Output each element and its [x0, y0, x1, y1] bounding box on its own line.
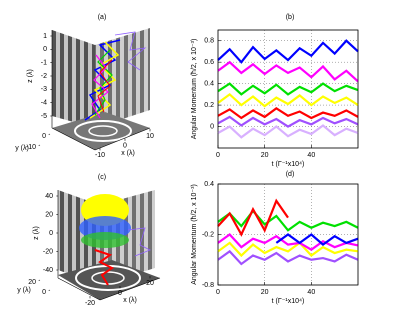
series-line [217, 39, 359, 64]
series-line [217, 60, 359, 83]
z-tick-label: -4 [41, 100, 47, 107]
plot-frame [217, 183, 359, 286]
z-axis-label: z (λ) [27, 69, 34, 83]
y-tick-label: 0.4 [204, 80, 214, 87]
y-tick-label: 0.8 [204, 38, 214, 45]
z-tick-label: 0 [43, 46, 47, 53]
x-tick-label: 0 [118, 290, 122, 297]
panel-label: (a) [98, 14, 107, 21]
x-axis-label: t (Γ⁻¹x10⁴) [272, 161, 305, 168]
y-axis-label: y (λ) [15, 145, 29, 152]
z-tick-label: -2 [41, 73, 47, 80]
plot-area [217, 29, 359, 149]
series-line [217, 209, 359, 232]
series-line [217, 249, 359, 266]
panel-label: (c) [98, 174, 106, 181]
z-tick-label: 0 [49, 230, 53, 237]
z-tick-label: -40 [43, 267, 53, 274]
z-tick-label: 40 [45, 193, 53, 200]
series-line [217, 124, 359, 139]
x-tick-label: 10 [146, 133, 154, 140]
panel-label: (b) [286, 14, 295, 21]
y-tick-label: 0.2 [204, 102, 214, 109]
scene-a [51, 28, 151, 151]
x-axis-label: x (λ) [123, 297, 137, 304]
panel-label: (d) [286, 171, 295, 178]
scene-c [57, 190, 161, 301]
y-tick-label: -0.2 [202, 231, 214, 238]
y-axis-label: Angular Momentum (ħ/2, x 10⁻³) [191, 184, 198, 285]
tick-mark [48, 289, 51, 291]
series-line [217, 241, 359, 258]
series-line [217, 233, 359, 251]
z-tick-label: 20 [45, 211, 53, 218]
x-tick-label: 20 [261, 289, 269, 296]
x-tick-label: -10 [95, 152, 105, 159]
y-axis-label: y (λ) [17, 287, 31, 294]
z-tick-label: -1 [41, 60, 47, 67]
series-line [275, 233, 359, 247]
z-tick-label: 1 [43, 33, 47, 40]
x-axis-label: x (λ) [121, 150, 135, 157]
y-tick-label: 0 [210, 123, 214, 130]
series-line [217, 82, 359, 96]
z-tick-label: -5 [41, 113, 47, 120]
y-tick-label: 0 [42, 289, 46, 296]
y-axis-label: Angular Momentum (ħ/2, x 10⁻³) [191, 39, 198, 140]
y-tick-label: 0.6 [204, 59, 214, 66]
y-tick-label: 0 [42, 133, 46, 140]
series-line [217, 198, 289, 237]
tick-mark [48, 133, 51, 135]
x-tick-label: 40 [307, 152, 315, 159]
x-tick-label: -20 [85, 300, 95, 307]
x-tick-label: 0 [123, 142, 127, 149]
tick-mark [38, 279, 41, 281]
y-tick-label: 0.4 [204, 181, 214, 188]
series-line [217, 106, 359, 120]
series-line [217, 115, 359, 128]
x-tick-label: 40 [307, 289, 315, 296]
y-tick-label: -0.8 [202, 282, 214, 289]
x-axis-label: t (Γ⁻¹x10⁴) [272, 298, 305, 305]
z-axis-label: z (λ) [33, 226, 40, 240]
plot-frame [217, 29, 359, 149]
y-tick-label: 20 [28, 279, 36, 286]
x-tick-label: 20 [261, 152, 269, 159]
tick-mark [38, 144, 41, 146]
z-tick-label: -20 [43, 248, 53, 255]
x-tick-label: 0 [216, 152, 220, 159]
series-line [217, 92, 359, 108]
y-tick-label: -10 [26, 144, 36, 151]
x-tick-label: 0 [216, 289, 220, 296]
z-tick-label: -3 [41, 86, 47, 93]
x-tick-label: 20 [146, 280, 154, 287]
